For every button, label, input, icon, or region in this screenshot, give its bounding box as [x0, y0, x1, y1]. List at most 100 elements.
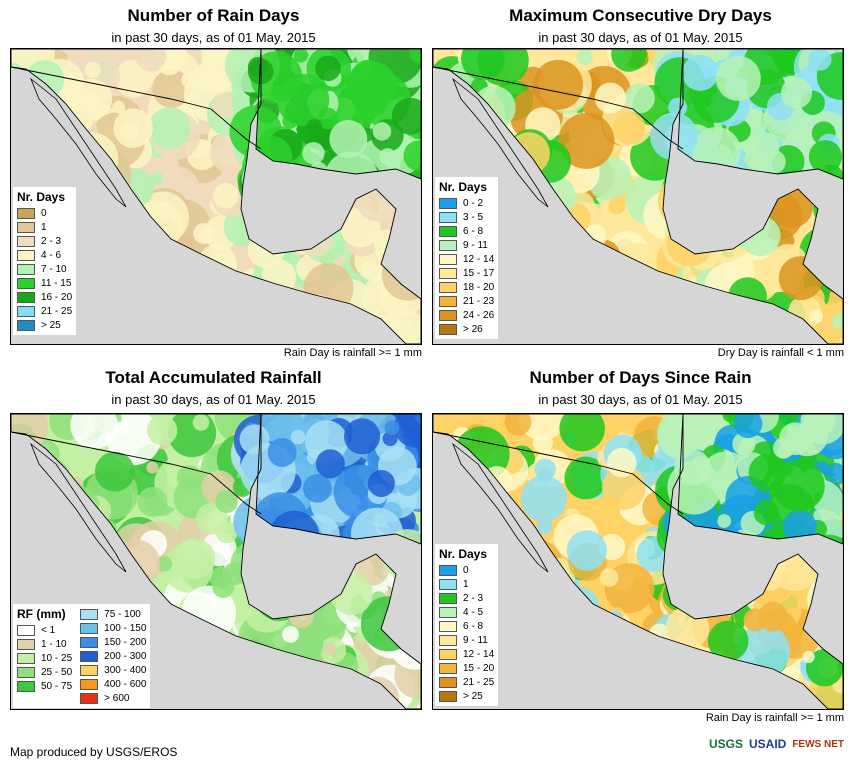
legend-swatch [80, 636, 99, 648]
legend-item: 24 - 26 [439, 308, 494, 322]
legend-swatch [17, 305, 35, 317]
legend-swatch [17, 235, 35, 247]
panel-subtitle: in past 30 days, as of 01 May. 2015 [111, 30, 316, 45]
legend-swatch [439, 620, 457, 632]
legend-swatch [439, 225, 457, 237]
legend-swatch [80, 622, 99, 634]
legend-swatch [439, 211, 457, 223]
legend-label: 12 - 14 [463, 253, 495, 265]
country-border [255, 49, 421, 180]
us-mexico-border [11, 66, 262, 150]
footnote-since-rain: Rain Day is rainfall >= 1 mm [705, 712, 844, 724]
map-graphic [433, 49, 843, 344]
legend-label: 300 - 400 [104, 664, 147, 676]
legend-label: 25 - 50 [41, 666, 73, 678]
legend-label: 75 - 100 [104, 608, 141, 620]
legend-label: 24 - 26 [463, 309, 495, 321]
map-since-rain: Nr. Days 0 1 2 - 3 4 - 5 6 - 8 9 - 11 12 - 14 1… [432, 413, 844, 710]
footer-credit: Map produced by USGS/EROS [10, 745, 178, 759]
legend-swatch [80, 650, 99, 662]
country-border [433, 49, 843, 344]
legend-item: 15 - 20 [439, 661, 494, 675]
legend-swatch [439, 676, 457, 688]
legend-label: 10 - 25 [41, 652, 73, 664]
legend-swatch [439, 295, 457, 307]
footnote-dry-day: Dry Day is rainfall < 1 mm [717, 347, 844, 359]
legend-label: 0 [463, 564, 469, 576]
legend-label: 400 - 600 [104, 678, 147, 690]
legend-item: 25 - 50 [17, 665, 72, 679]
legend-label: 4 - 5 [463, 606, 484, 618]
legend-label: > 25 [463, 690, 483, 702]
legend-label: 1 [41, 221, 47, 233]
legend-swatch [439, 239, 457, 251]
legend-item: 1 - 10 [17, 637, 72, 651]
legend-swatch [439, 648, 457, 660]
legend-swatch [80, 664, 99, 676]
panel-subtitle-dry-days: in past 30 days, as of 01 May. 2015 [538, 30, 743, 45]
legend-label: 7 - 10 [41, 263, 67, 275]
legend-item: 2 - 3 [439, 591, 494, 605]
legend-swatch [80, 692, 99, 704]
legend-dry-days: Nr. Days 0 - 2 3 - 5 6 - 8 9 - 11 12 - 14 15 … [435, 177, 499, 339]
map-rainfall: RF (mm) < 1 1 - 10 10 - 25 25 - 50 50 - 75 7… [10, 413, 422, 710]
legend-item: 21 - 23 [439, 294, 494, 308]
legend-item: 11 - 15 [17, 276, 72, 290]
us-mexico-border [433, 431, 684, 515]
legend-label: 150 - 200 [104, 636, 147, 648]
panel-title: Number of Rain Days [127, 6, 300, 25]
legend-title: Nr. Days [439, 180, 488, 194]
legend-swatch [439, 564, 457, 576]
legend-title: RF (mm) [17, 607, 66, 621]
legend-item: 0 - 2 [439, 196, 494, 210]
legend-swatch [17, 680, 35, 692]
legend-swatch [439, 606, 457, 618]
country-border [433, 414, 843, 709]
footnote-rain-day: Rain Day is rainfall >= 1 mm [283, 347, 422, 359]
fewsnet-logo: FEWS NET [792, 738, 844, 750]
legend-label: 9 - 11 [463, 239, 488, 251]
panel-title-dry-days: Maximum Consecutive Dry Days [509, 6, 772, 25]
legend-item: 9 - 11 [439, 633, 494, 647]
legend-label: 1 - 10 [41, 638, 67, 650]
legend-item: > 600 [80, 691, 146, 705]
legend-swatch [17, 291, 35, 303]
legend-swatch [439, 634, 457, 646]
country-border [677, 49, 843, 180]
legend-item: 21 - 25 [17, 304, 72, 318]
legend-swatch [439, 309, 457, 321]
legend-label: > 25 [41, 319, 61, 331]
panel-title-rainfall: Total Accumulated Rainfall [105, 368, 322, 387]
legend-label: 15 - 20 [463, 662, 495, 674]
legend-item: 0 [439, 563, 494, 577]
legend-swatch [80, 678, 99, 690]
legend-label: 100 - 150 [104, 622, 147, 634]
legend-item: 16 - 20 [17, 290, 72, 304]
legend-item: 400 - 600 [80, 677, 146, 691]
legend-item: > 26 [439, 322, 494, 336]
legend-swatch [439, 592, 457, 604]
legend-swatch [17, 221, 35, 233]
legend-swatch [439, 253, 457, 265]
legend-item: 12 - 14 [439, 647, 494, 661]
legend-rain-days: Nr. Days 0 1 2 - 3 4 - 6 7 - 10 11 - 15 16 - 2… [13, 187, 77, 335]
legend-item: > 25 [439, 689, 494, 703]
legend-label: 6 - 8 [463, 620, 484, 632]
legend-item: 100 - 150 [80, 621, 146, 635]
legend-label: 21 - 25 [463, 676, 495, 688]
legend-swatch [80, 608, 99, 620]
legend-item: 18 - 20 [439, 280, 494, 294]
legend-swatch [17, 652, 35, 664]
legend-label: 6 - 8 [463, 225, 484, 237]
us-mexico-border [433, 66, 684, 150]
legend-item: 4 - 6 [17, 248, 72, 262]
country-border [677, 414, 843, 545]
legend-item: 7 - 10 [17, 262, 72, 276]
country-border [11, 49, 421, 344]
legend-swatch [439, 323, 457, 335]
legend-swatch [439, 690, 457, 702]
legend-swatch [17, 624, 35, 636]
legend-swatch [439, 281, 457, 293]
legend-label: 16 - 20 [41, 291, 73, 303]
legend-label: 50 - 75 [41, 680, 73, 692]
